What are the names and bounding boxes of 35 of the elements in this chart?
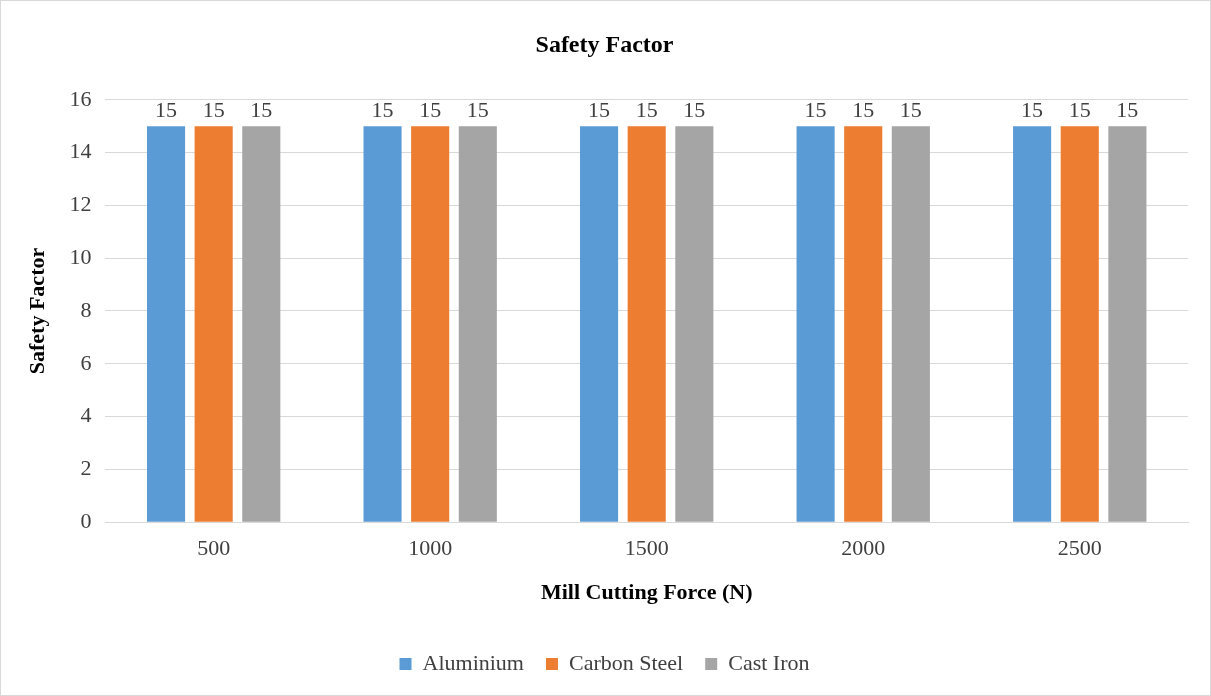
y-axis-title: Safety Factor [23, 247, 49, 375]
data-label: 15 [1021, 96, 1044, 122]
x-tick-label: 500 [197, 535, 231, 561]
legend-label: Cast Iron [728, 649, 810, 675]
y-tick-label: 10 [69, 243, 92, 269]
legend-label: Carbon Steel [568, 649, 684, 675]
y-tick-label: 8 [80, 296, 92, 322]
data-label: 15 [419, 96, 442, 122]
x-tick-label: 1500 [624, 535, 669, 561]
data-label: 15 [250, 96, 273, 122]
x-tick-label: 1000 [408, 535, 453, 561]
data-label: 15 [202, 96, 225, 122]
legend-label: Aluminium [422, 649, 524, 675]
y-tick-label: 2 [80, 455, 92, 481]
data-label: 15 [683, 96, 706, 122]
data-label: 15 [1068, 96, 1091, 122]
x-tick-label: 2000 [841, 535, 886, 561]
data-label: 15 [155, 96, 178, 122]
data-label: 15 [804, 96, 827, 122]
chart-title: Safety Factor [535, 30, 674, 57]
data-label: 15 [466, 96, 489, 122]
data-label: 15 [899, 96, 922, 122]
data-label: 15 [852, 96, 875, 122]
x-tick-label: 2500 [1057, 535, 1102, 561]
y-tick-label: 4 [80, 402, 92, 428]
data-label: 15 [635, 96, 658, 122]
x-axis-title: Mill Cutting Force (N) [540, 579, 753, 605]
y-tick-label: 6 [80, 349, 92, 375]
y-tick-label: 16 [69, 85, 92, 111]
y-tick-label: 0 [80, 507, 92, 533]
y-tick-label: 12 [69, 191, 92, 217]
data-label: 15 [371, 96, 394, 122]
data-label: 15 [588, 96, 611, 122]
data-label: 15 [1116, 96, 1139, 122]
y-tick-label: 14 [69, 138, 92, 164]
